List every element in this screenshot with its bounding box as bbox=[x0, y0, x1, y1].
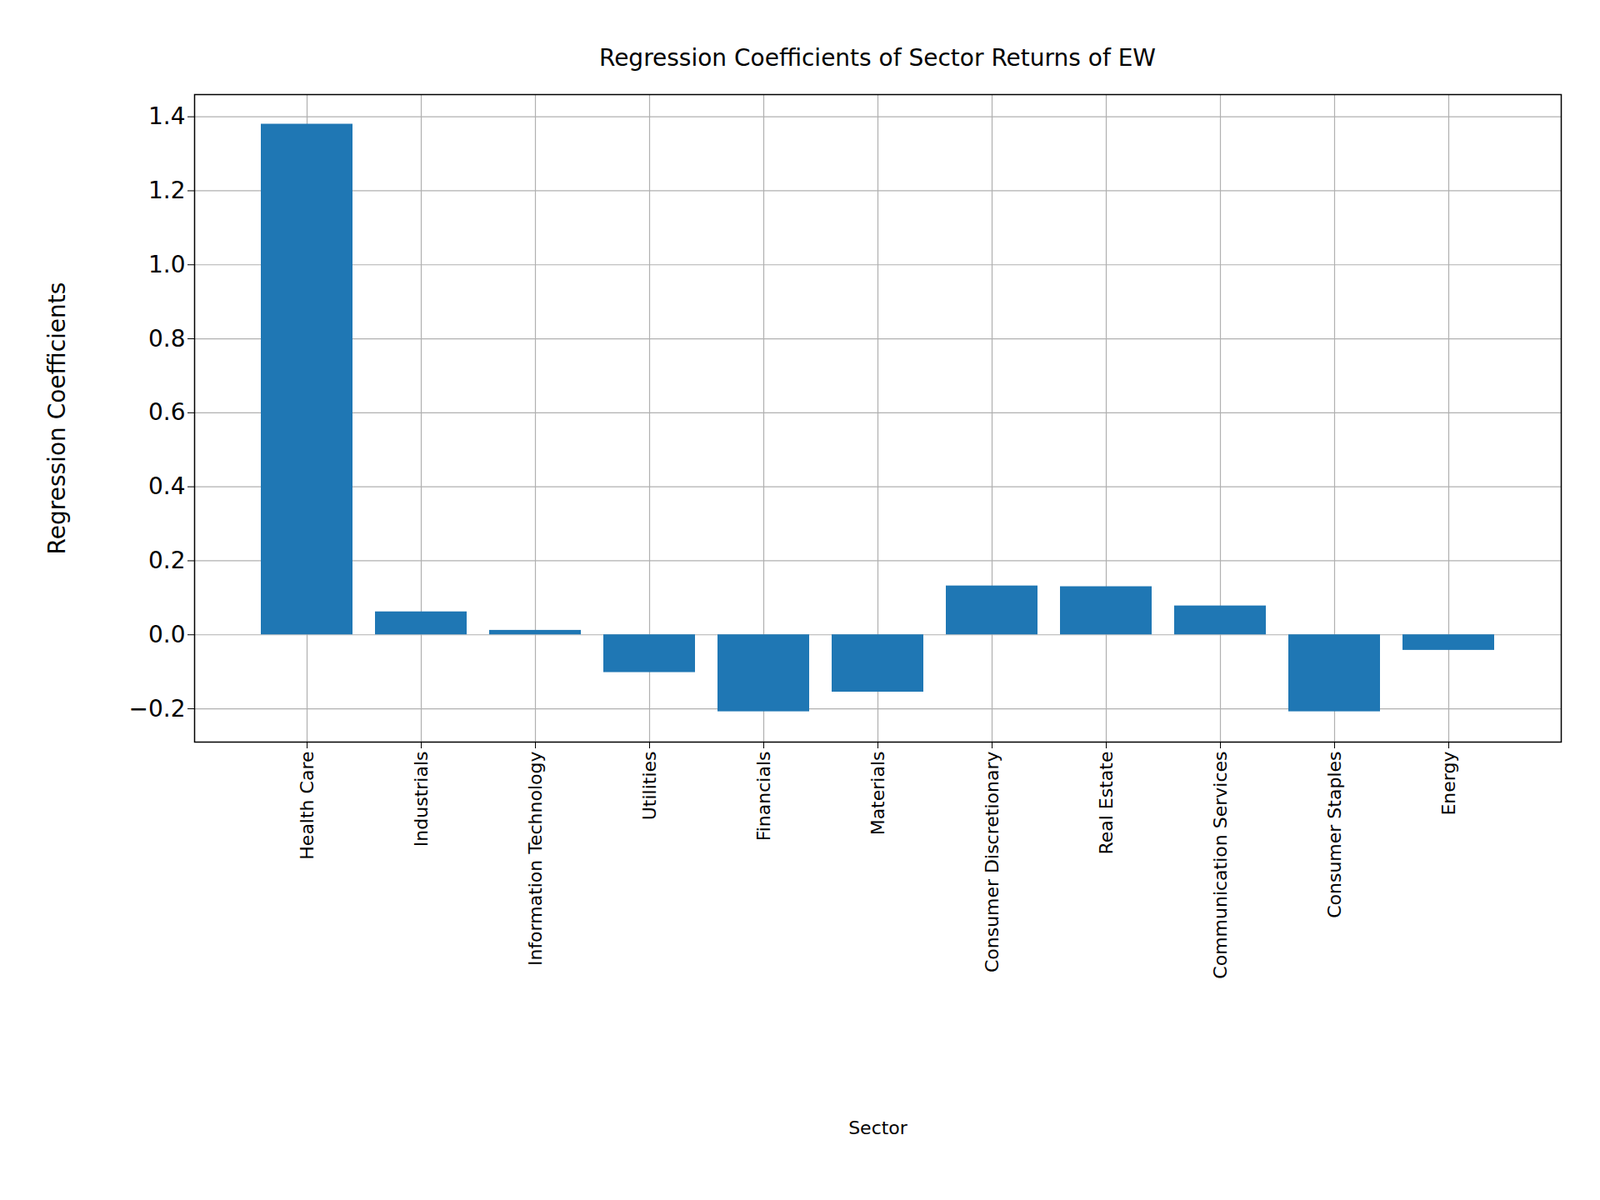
svg-text:Regression Coefficients: Regression Coefficients bbox=[43, 282, 71, 555]
svg-text:−0.2: −0.2 bbox=[129, 695, 186, 723]
svg-text:Energy: Energy bbox=[1438, 751, 1460, 816]
svg-text:Information Technology: Information Technology bbox=[525, 751, 546, 967]
svg-text:Health Care: Health Care bbox=[296, 751, 318, 860]
svg-text:Industrials: Industrials bbox=[410, 751, 432, 848]
svg-text:0.6: 0.6 bbox=[148, 398, 186, 426]
svg-text:0.8: 0.8 bbox=[148, 325, 186, 353]
svg-text:Financials: Financials bbox=[753, 751, 775, 842]
svg-text:1.4: 1.4 bbox=[148, 102, 186, 130]
svg-text:0.4: 0.4 bbox=[148, 472, 186, 500]
svg-text:1.0: 1.0 bbox=[148, 250, 186, 279]
svg-text:Sector: Sector bbox=[848, 1117, 909, 1139]
svg-text:Materials: Materials bbox=[867, 751, 889, 836]
svg-text:1.2: 1.2 bbox=[148, 176, 186, 205]
html-text:Regression Coefficients of Sec: Regression Coefficients of Sector Return… bbox=[599, 44, 1156, 72]
svg-text:0.0: 0.0 bbox=[148, 620, 186, 649]
svg-text:Consumer Discretionary: Consumer Discretionary bbox=[981, 751, 1003, 974]
svg-text:Real Estate: Real Estate bbox=[1095, 751, 1117, 855]
svg-text:Consumer Staples: Consumer Staples bbox=[1324, 751, 1345, 919]
svg-text:0.2: 0.2 bbox=[148, 546, 186, 575]
svg-text:Communication Services: Communication Services bbox=[1210, 751, 1231, 980]
svg-text:Utilities: Utilities bbox=[639, 751, 660, 821]
